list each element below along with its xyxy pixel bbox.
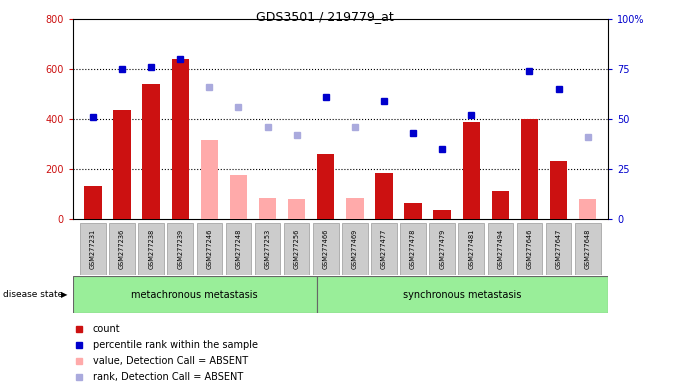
Bar xyxy=(342,223,368,275)
Text: GSM277236: GSM277236 xyxy=(119,228,125,269)
Bar xyxy=(575,223,600,275)
Bar xyxy=(550,162,567,219)
Text: GSM277239: GSM277239 xyxy=(178,228,183,269)
Bar xyxy=(375,173,392,219)
Text: GDS3501 / 219779_at: GDS3501 / 219779_at xyxy=(256,10,394,23)
Text: GSM277253: GSM277253 xyxy=(265,228,271,269)
Text: synchronous metastasis: synchronous metastasis xyxy=(404,290,522,300)
Bar xyxy=(200,140,218,219)
Bar xyxy=(138,223,164,275)
Bar xyxy=(171,59,189,219)
Text: GSM277647: GSM277647 xyxy=(556,228,562,269)
Bar xyxy=(313,223,339,275)
Text: GSM277479: GSM277479 xyxy=(439,228,445,269)
Bar xyxy=(579,199,596,219)
Bar xyxy=(400,223,426,275)
Text: value, Detection Call = ABSENT: value, Detection Call = ABSENT xyxy=(93,356,248,366)
Text: disease state: disease state xyxy=(3,290,64,300)
Bar xyxy=(433,210,451,219)
Text: GSM277466: GSM277466 xyxy=(323,228,329,269)
Bar xyxy=(226,223,252,275)
Bar xyxy=(429,223,455,275)
Bar xyxy=(229,175,247,219)
Bar xyxy=(142,84,160,219)
Text: GSM277477: GSM277477 xyxy=(381,228,387,269)
Text: GSM277246: GSM277246 xyxy=(207,228,212,269)
Bar xyxy=(371,223,397,275)
Text: count: count xyxy=(93,324,120,334)
Text: rank, Detection Call = ABSENT: rank, Detection Call = ABSENT xyxy=(93,372,243,382)
Text: GSM277238: GSM277238 xyxy=(148,228,154,269)
Text: percentile rank within the sample: percentile rank within the sample xyxy=(93,340,258,350)
Text: GSM277646: GSM277646 xyxy=(527,228,533,269)
Bar xyxy=(517,223,542,275)
Bar xyxy=(459,223,484,275)
Text: metachronous metastasis: metachronous metastasis xyxy=(131,290,258,300)
Bar xyxy=(259,198,276,219)
Text: GSM277481: GSM277481 xyxy=(468,228,474,269)
Text: GSM277469: GSM277469 xyxy=(352,228,358,269)
Text: GSM277648: GSM277648 xyxy=(585,228,591,269)
Bar xyxy=(196,223,222,275)
Bar xyxy=(346,198,363,219)
Bar xyxy=(404,203,422,219)
Bar xyxy=(317,276,608,313)
Bar xyxy=(109,223,135,275)
Bar xyxy=(492,192,509,219)
Text: GSM277478: GSM277478 xyxy=(410,228,416,269)
Text: GSM277256: GSM277256 xyxy=(294,228,300,269)
Bar xyxy=(546,223,571,275)
Bar xyxy=(317,154,334,219)
Bar xyxy=(84,187,102,219)
Bar xyxy=(462,122,480,219)
Text: GSM277494: GSM277494 xyxy=(498,228,503,269)
Bar xyxy=(80,223,106,275)
Bar xyxy=(521,119,538,219)
Text: GSM277248: GSM277248 xyxy=(236,228,241,269)
Bar xyxy=(255,223,281,275)
Text: GSM277231: GSM277231 xyxy=(90,228,96,269)
Bar xyxy=(73,276,317,313)
Bar xyxy=(288,199,305,219)
Bar xyxy=(113,110,131,219)
Text: ▶: ▶ xyxy=(61,290,67,300)
Bar xyxy=(167,223,193,275)
Bar xyxy=(488,223,513,275)
Bar xyxy=(284,223,310,275)
